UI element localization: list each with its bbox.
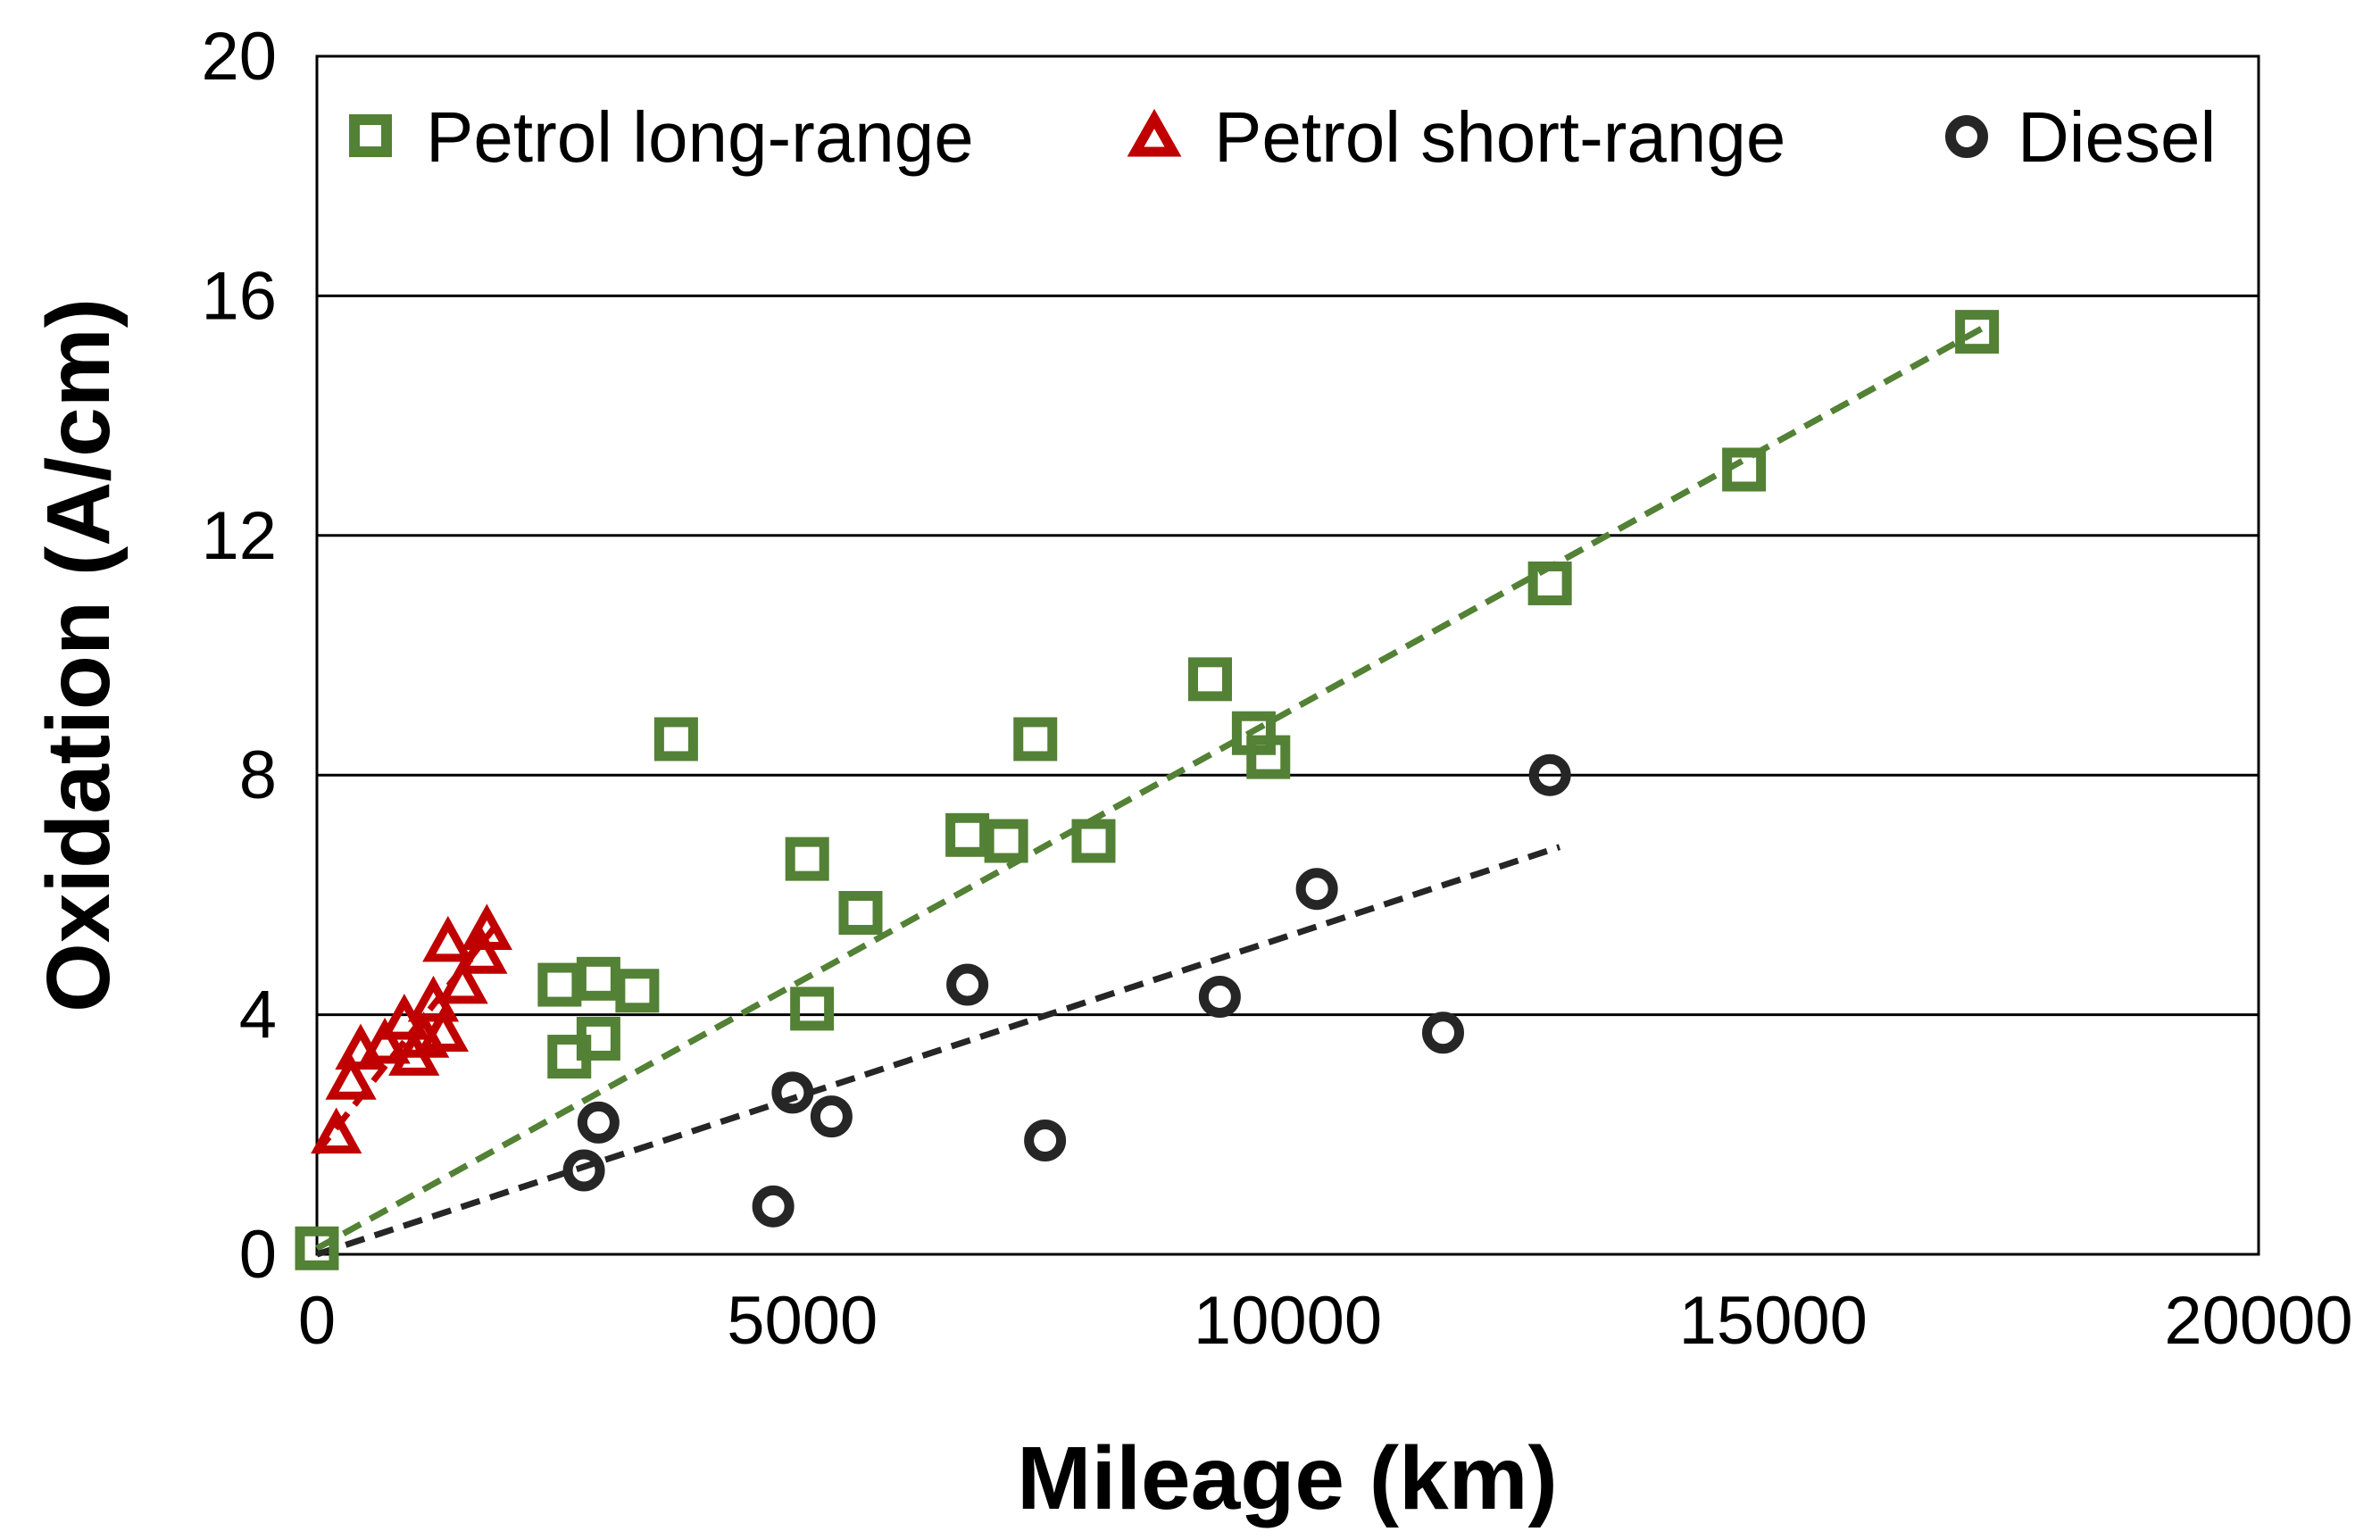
legend-marker-diesel [1945,115,1988,158]
point-petrol-long-range [1955,310,2000,354]
point-petrol-long-range [1071,819,1116,863]
x-tick-label: 15000 [1679,1283,1868,1359]
point-petrol-short-range [437,957,488,1004]
point-petrol-short-range [422,915,474,962]
y-tick-label: 8 [239,737,277,813]
point-diesel [771,1071,814,1114]
grid-lines [317,294,2259,1017]
legend-marker-petrol-long-range [349,114,392,157]
point-petrol-long-range [1246,735,1291,779]
point-petrol-short-range [461,903,512,950]
point-petrol-short-range [456,928,508,974]
trendline-diesel [315,844,1561,1258]
point-petrol-short-range [311,1107,362,1154]
trendline-petrol-short-range [314,922,499,1155]
point-diesel [1528,753,1571,796]
point-petrol-long-range [576,1016,620,1061]
legend-label-diesel: Diesel [2018,97,2216,177]
point-diesel [946,963,989,1006]
point-petrol-short-range [325,1053,377,1100]
point-diesel [1024,1120,1067,1162]
point-diesel [1295,868,1338,911]
legend: Petrol long-range Petrol short-range Die… [349,97,2216,177]
point-diesel [810,1095,853,1138]
legend-label-petrol-short-range: Petrol short-range [1214,97,1785,177]
y-tick-label: 12 [201,498,277,574]
point-petrol-long-range [1188,657,1232,702]
point-petrol-long-range [615,969,660,1013]
x-axis-title: Mileage (km) [1017,1428,1558,1528]
point-petrol-short-range [359,1017,411,1064]
point-diesel [1422,1011,1464,1054]
trendlines [314,322,1989,1258]
plot-area-frame [315,54,2260,1256]
point-petrol-long-range [785,837,829,881]
point-diesel [1198,975,1241,1018]
y-tick-label: 4 [239,978,277,1053]
y-tick-label: 16 [201,258,277,334]
y-axis-title: Oxidation (A/cm) [29,298,129,1012]
point-diesel [562,1149,605,1192]
point-petrol-long-range [1722,447,1767,492]
point-petrol-long-range [537,962,582,1007]
point-petrol-long-range [653,717,698,762]
x-tick-label: 10000 [1194,1283,1382,1359]
point-petrol-long-range [1013,717,1058,762]
legend-label-petrol-long-range: Petrol long-range [426,97,974,177]
point-petrol-long-range [838,891,883,936]
x-tick-label: 20000 [2164,1283,2352,1359]
point-petrol-long-range [790,986,835,1031]
point-diesel [577,1101,620,1144]
y-tick-label: 20 [201,19,277,95]
y-axis-ticks: 0 4 8 12 16 20 [201,19,277,1293]
y-tick-label: 0 [239,1217,277,1293]
point-diesel [752,1185,795,1228]
point-petrol-long-range [984,819,1028,863]
legend-marker-petrol-short-range [1127,108,1182,157]
point-petrol-long-range [1527,561,1572,605]
x-tick-label: 5000 [727,1283,878,1359]
data-points [295,310,2000,1270]
trendline-petrol-long-range [315,322,1989,1252]
point-petrol-short-range [417,1005,470,1053]
point-petrol-long-range [295,1226,339,1270]
x-tick-label: 0 [298,1283,336,1359]
point-petrol-long-range [945,812,990,857]
point-petrol-long-range [576,956,620,1001]
x-axis-ticks: 0 5000 10000 15000 20000 [298,1283,2353,1359]
